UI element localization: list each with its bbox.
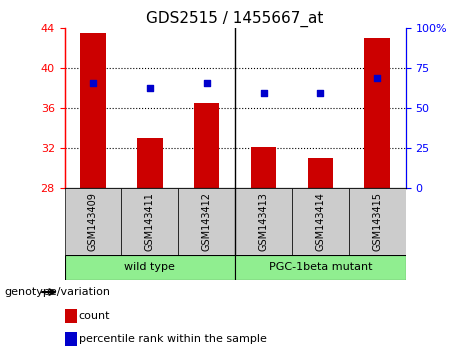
Bar — [235, 255, 406, 280]
Text: GSM143413: GSM143413 — [259, 192, 269, 251]
Text: wild type: wild type — [124, 262, 175, 272]
Bar — [292, 188, 349, 255]
Text: count: count — [79, 311, 110, 321]
Bar — [365, 38, 390, 188]
Text: GSM143411: GSM143411 — [145, 192, 155, 251]
Bar — [194, 103, 219, 188]
Bar — [65, 255, 235, 280]
Point — [203, 80, 210, 86]
Text: GSM143415: GSM143415 — [372, 192, 382, 251]
Bar — [251, 147, 276, 188]
Point — [260, 90, 267, 96]
Bar — [80, 33, 106, 188]
Bar — [65, 332, 77, 346]
Bar — [307, 158, 333, 188]
Text: percentile rank within the sample: percentile rank within the sample — [79, 334, 267, 344]
Point — [373, 75, 381, 81]
Bar — [137, 138, 163, 188]
Point — [89, 80, 97, 86]
Bar — [121, 188, 178, 255]
Text: GSM143414: GSM143414 — [315, 192, 325, 251]
Bar — [349, 188, 406, 255]
Bar — [65, 309, 77, 323]
Bar — [235, 188, 292, 255]
Text: genotype/variation: genotype/variation — [5, 287, 111, 297]
Title: GDS2515 / 1455667_at: GDS2515 / 1455667_at — [147, 11, 324, 27]
Point — [146, 85, 154, 91]
Bar — [178, 188, 235, 255]
Text: PGC-1beta mutant: PGC-1beta mutant — [269, 262, 372, 272]
Text: GSM143412: GSM143412 — [201, 192, 212, 251]
Text: GSM143409: GSM143409 — [88, 192, 98, 251]
Bar — [65, 188, 121, 255]
Point — [317, 90, 324, 96]
